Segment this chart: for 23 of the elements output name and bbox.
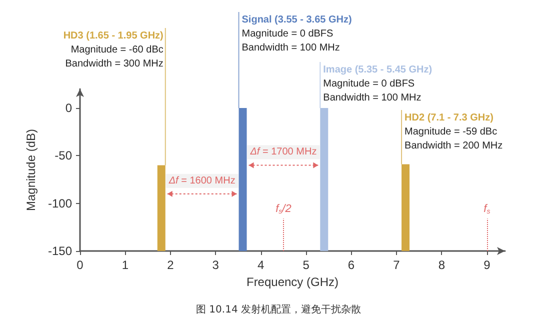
x-tick-label: 4 (258, 258, 265, 272)
y-tick-label: -50 (54, 148, 72, 163)
x-tick-label: 8 (438, 258, 446, 272)
annotation: Image (5.35 - 5.45 GHz) Magnitude = 0 dBFS Bandwidth = 100 MHz (323, 64, 432, 104)
annotation: HD2 (7.1 - 7.3 GHz) Magnitude = -59 dBc Bandwidth = 200 MHz (404, 112, 503, 152)
annotation: HD3 (1.65 - 1.95 GHz) Magnitude = -60 dBc Bandwidth = 300 MHz (63, 30, 164, 70)
y-axis-title: Magnitude (dB) (24, 128, 38, 212)
x-tick-label: 2 (167, 258, 174, 272)
y-tick-label: 0 (65, 101, 72, 116)
y-tick-label: -100 (48, 196, 72, 210)
caption: 图 10.14 发射机配置，避免干扰杂散 (196, 304, 362, 316)
annotation: Signal (3.55 - 3.65 GHz) Magnitude = 0 dBFS Bandwidth = 100 MHz (242, 14, 352, 54)
annotation: Δf = 1600 MHz (168, 175, 236, 186)
x-tick-label: 6 (348, 258, 355, 272)
x-tick-label: 3 (212, 258, 220, 272)
x-tick-label: 5 (302, 258, 310, 272)
x-axis-title: Frequency (GHz) (246, 274, 339, 289)
x-tick-label: 7 (393, 258, 400, 272)
annotation: Δf = 1700 MHz (249, 146, 317, 158)
y-tick-label: -150 (48, 244, 72, 258)
x-tick-label: 9 (484, 258, 491, 272)
x-tick-label: 1 (122, 258, 129, 272)
x-tick-label: 0 (76, 258, 84, 272)
